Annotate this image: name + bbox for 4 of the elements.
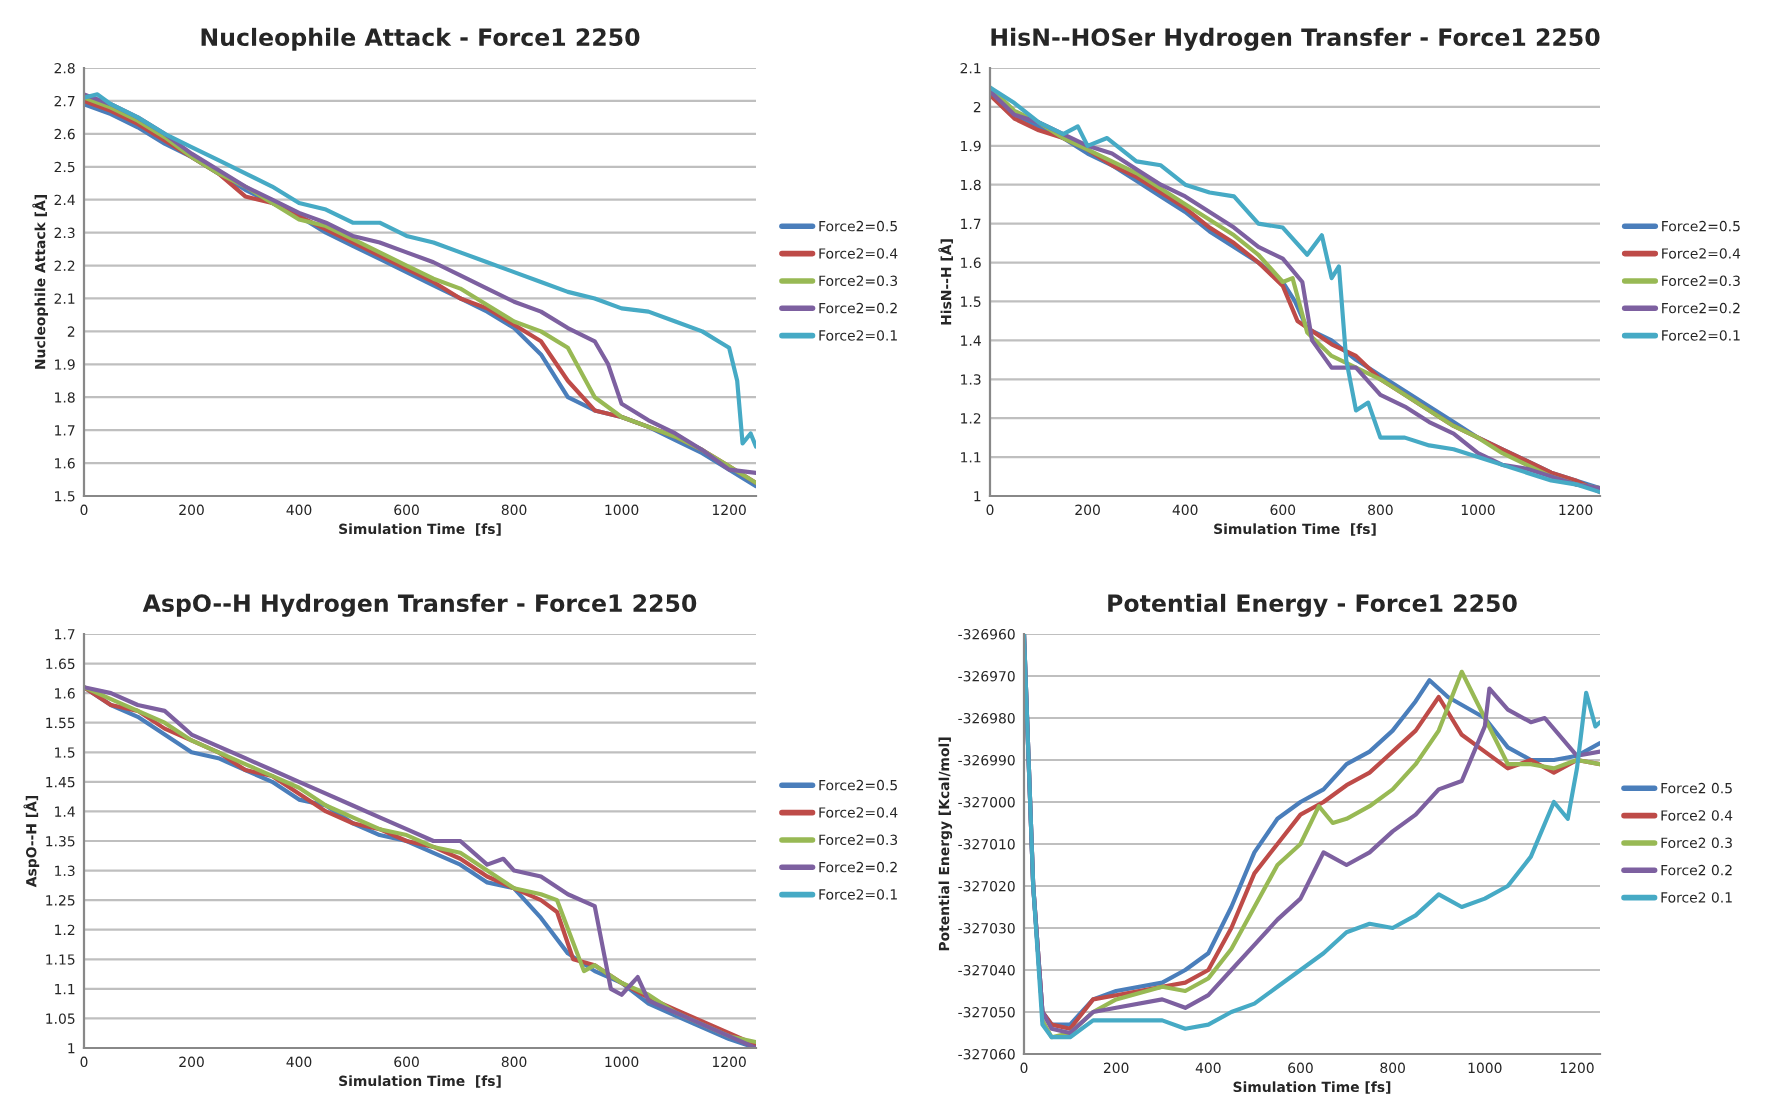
chart-title: Potential Energy - Force1 2250: [1108, 593, 1517, 617]
chart-title: Nucleophile Attack - Force1 2250: [201, 27, 640, 51]
chart-title: HisN--HOSer Hydrogen Transfer - Force1 2250: [991, 27, 1600, 51]
chart-title: AspO--H Hydrogen Transfer - Force1 2250: [142, 593, 697, 617]
